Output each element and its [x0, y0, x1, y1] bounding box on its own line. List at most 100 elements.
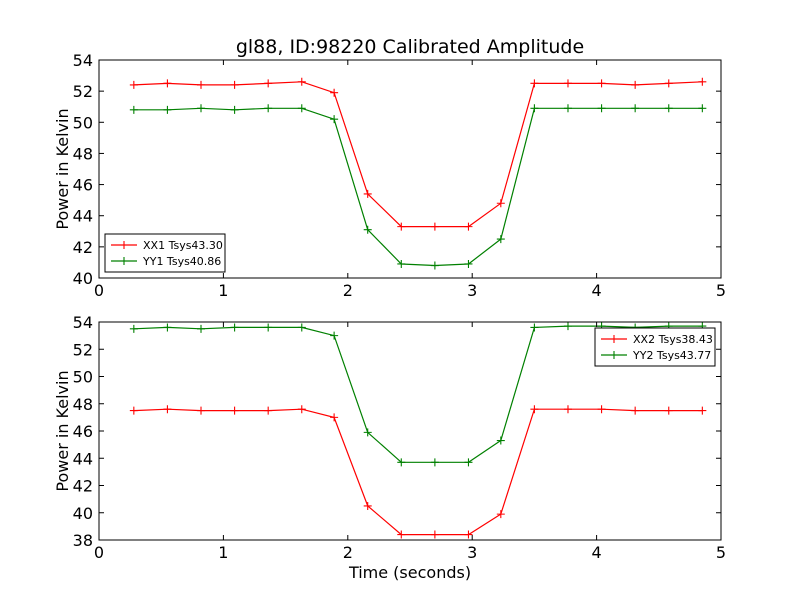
data-point [530, 405, 539, 414]
data-point [330, 88, 339, 97]
data-point [297, 104, 306, 113]
legend-marker [610, 351, 618, 359]
data-point [297, 77, 306, 86]
legend-label: YY2 Tsys43.77 [632, 349, 711, 362]
y-tick-label: 52 [73, 82, 93, 101]
x-tick-label: 4 [592, 281, 602, 300]
data-point [230, 323, 239, 332]
data-point [330, 413, 339, 422]
data-point [363, 225, 372, 234]
data-point [163, 105, 172, 114]
data-point [631, 406, 640, 415]
y-tick-label: 42 [73, 477, 93, 496]
data-point [163, 79, 172, 88]
data-point [197, 80, 206, 89]
data-point [297, 323, 306, 332]
data-point [230, 105, 239, 114]
y-tick-label: 48 [73, 144, 93, 163]
series-line-2 [133, 107, 703, 267]
data-point [631, 80, 640, 89]
data-point [698, 104, 707, 113]
y-tick-label: 42 [73, 238, 93, 257]
x-tick-label: 5 [716, 281, 726, 300]
x-tick-label: 4 [592, 543, 602, 562]
y-tick-label: 48 [73, 395, 93, 414]
y-tick-label: 40 [73, 269, 93, 288]
data-point [664, 79, 673, 88]
data-point [163, 323, 172, 332]
data-point [264, 323, 273, 332]
data-point [530, 323, 539, 332]
legend-box [594, 327, 716, 367]
y-tick-label: 44 [73, 207, 93, 226]
data-point [230, 406, 239, 415]
data-point [496, 235, 505, 244]
chart-title: gl88, ID:98220 Calibrated Amplitude [236, 36, 584, 58]
data-point [129, 406, 138, 415]
data-point [363, 428, 372, 437]
data-point [698, 406, 707, 415]
data-point [264, 79, 273, 88]
data-point [530, 79, 539, 88]
data-point [129, 105, 138, 114]
data-point [430, 222, 439, 231]
data-point [464, 530, 473, 539]
data-point [129, 324, 138, 333]
data-point [230, 80, 239, 89]
legend: XX2 Tsys38.43 YY2 Tsys43.77 [594, 327, 716, 367]
x-tick-label: 3 [467, 543, 477, 562]
data-point [530, 104, 539, 113]
legend-label: YY1 Tsys40.86 [142, 255, 221, 268]
legend-label: XX2 Tsys38.43 [633, 333, 713, 346]
x-tick-label: 0 [94, 281, 104, 300]
data-point [330, 115, 339, 124]
data-point [664, 406, 673, 415]
data-point [664, 104, 673, 113]
x-tick-label: 1 [218, 543, 228, 562]
data-point [163, 405, 172, 414]
legend-marker [610, 335, 618, 343]
data-point [397, 458, 406, 467]
legend-marker [120, 257, 128, 265]
top-plot: 0 1 2 3 4 5 40 42 44 46 48 50 52 54 XX1 Tsys43.30 YY1 T… [73, 51, 726, 300]
legend-label: XX1 Tsys43.30 [143, 239, 223, 252]
y-tick-label: 40 [73, 504, 93, 523]
data-point [496, 199, 505, 208]
data-point [197, 406, 206, 415]
y-tick-label: 46 [73, 422, 93, 441]
data-point [597, 405, 606, 414]
data-point [563, 322, 572, 331]
legend-box [104, 233, 226, 273]
data-point [197, 324, 206, 333]
data-point [464, 259, 473, 268]
top-y-axis-label: Power in Kelvin [53, 108, 72, 229]
series-line-1 [133, 408, 703, 536]
data-point [397, 222, 406, 231]
data-point [464, 458, 473, 467]
legend: XX1 Tsys43.30 YY1 Tsys40.86 [104, 233, 226, 273]
x-tick-label: 2 [343, 543, 353, 562]
data-point [563, 79, 572, 88]
bottom-plot: 0 1 2 3 4 5 38 40 42 44 46 48 50 52 54 XX2 Tsys38.43 YY2… [73, 313, 726, 562]
data-point [129, 80, 138, 89]
legend-marker [120, 241, 128, 249]
series-line-2 [133, 325, 703, 463]
data-point [397, 530, 406, 539]
data-point [264, 406, 273, 415]
data-point [563, 104, 572, 113]
data-point [698, 77, 707, 86]
x-tick-label: 3 [467, 281, 477, 300]
x-tick-label: 5 [716, 543, 726, 562]
data-point [430, 530, 439, 539]
data-point [496, 510, 505, 519]
x-tick-label: 0 [94, 543, 104, 562]
data-point [363, 501, 372, 510]
data-point [363, 189, 372, 198]
y-tick-label: 38 [73, 531, 93, 550]
data-point [264, 104, 273, 113]
data-point [430, 261, 439, 270]
data-point [496, 436, 505, 445]
y-tick-label: 46 [73, 176, 93, 195]
data-point [330, 331, 339, 340]
